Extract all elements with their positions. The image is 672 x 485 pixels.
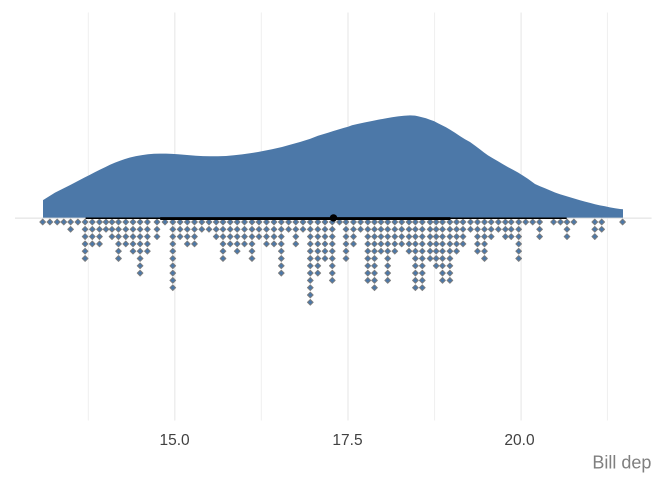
- svg-text:15.0: 15.0: [160, 432, 191, 449]
- svg-text:Bill dep: Bill dep: [592, 453, 651, 473]
- svg-text:17.5: 17.5: [332, 432, 362, 449]
- svg-text:20.0: 20.0: [504, 432, 535, 449]
